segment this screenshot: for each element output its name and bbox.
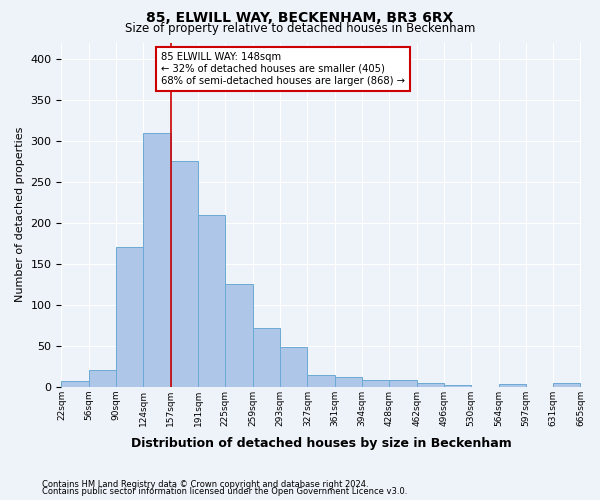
Bar [499, 384, 526, 386]
Bar [362, 380, 389, 386]
Bar [280, 348, 307, 387]
Text: 85 ELWILL WAY: 148sqm
← 32% of detached houses are smaller (405)
68% of semi-det: 85 ELWILL WAY: 148sqm ← 32% of detached … [161, 52, 405, 86]
Bar [444, 385, 471, 386]
Bar [198, 214, 226, 386]
Bar [226, 284, 253, 386]
Bar [170, 162, 198, 386]
X-axis label: Distribution of detached houses by size in Beckenham: Distribution of detached houses by size … [131, 437, 511, 450]
Bar [307, 376, 335, 386]
Text: 85, ELWILL WAY, BECKENHAM, BR3 6RX: 85, ELWILL WAY, BECKENHAM, BR3 6RX [146, 12, 454, 26]
Text: Contains HM Land Registry data © Crown copyright and database right 2024.: Contains HM Land Registry data © Crown c… [42, 480, 368, 489]
Bar [61, 381, 89, 386]
Bar [116, 248, 143, 386]
Bar [89, 370, 116, 386]
Y-axis label: Number of detached properties: Number of detached properties [15, 127, 25, 302]
Bar [335, 377, 362, 386]
Text: Size of property relative to detached houses in Beckenham: Size of property relative to detached ho… [125, 22, 475, 35]
Bar [253, 328, 280, 386]
Bar [416, 382, 444, 386]
Bar [389, 380, 416, 386]
Text: Contains public sector information licensed under the Open Government Licence v3: Contains public sector information licen… [42, 487, 407, 496]
Bar [143, 132, 170, 386]
Bar [553, 384, 580, 386]
